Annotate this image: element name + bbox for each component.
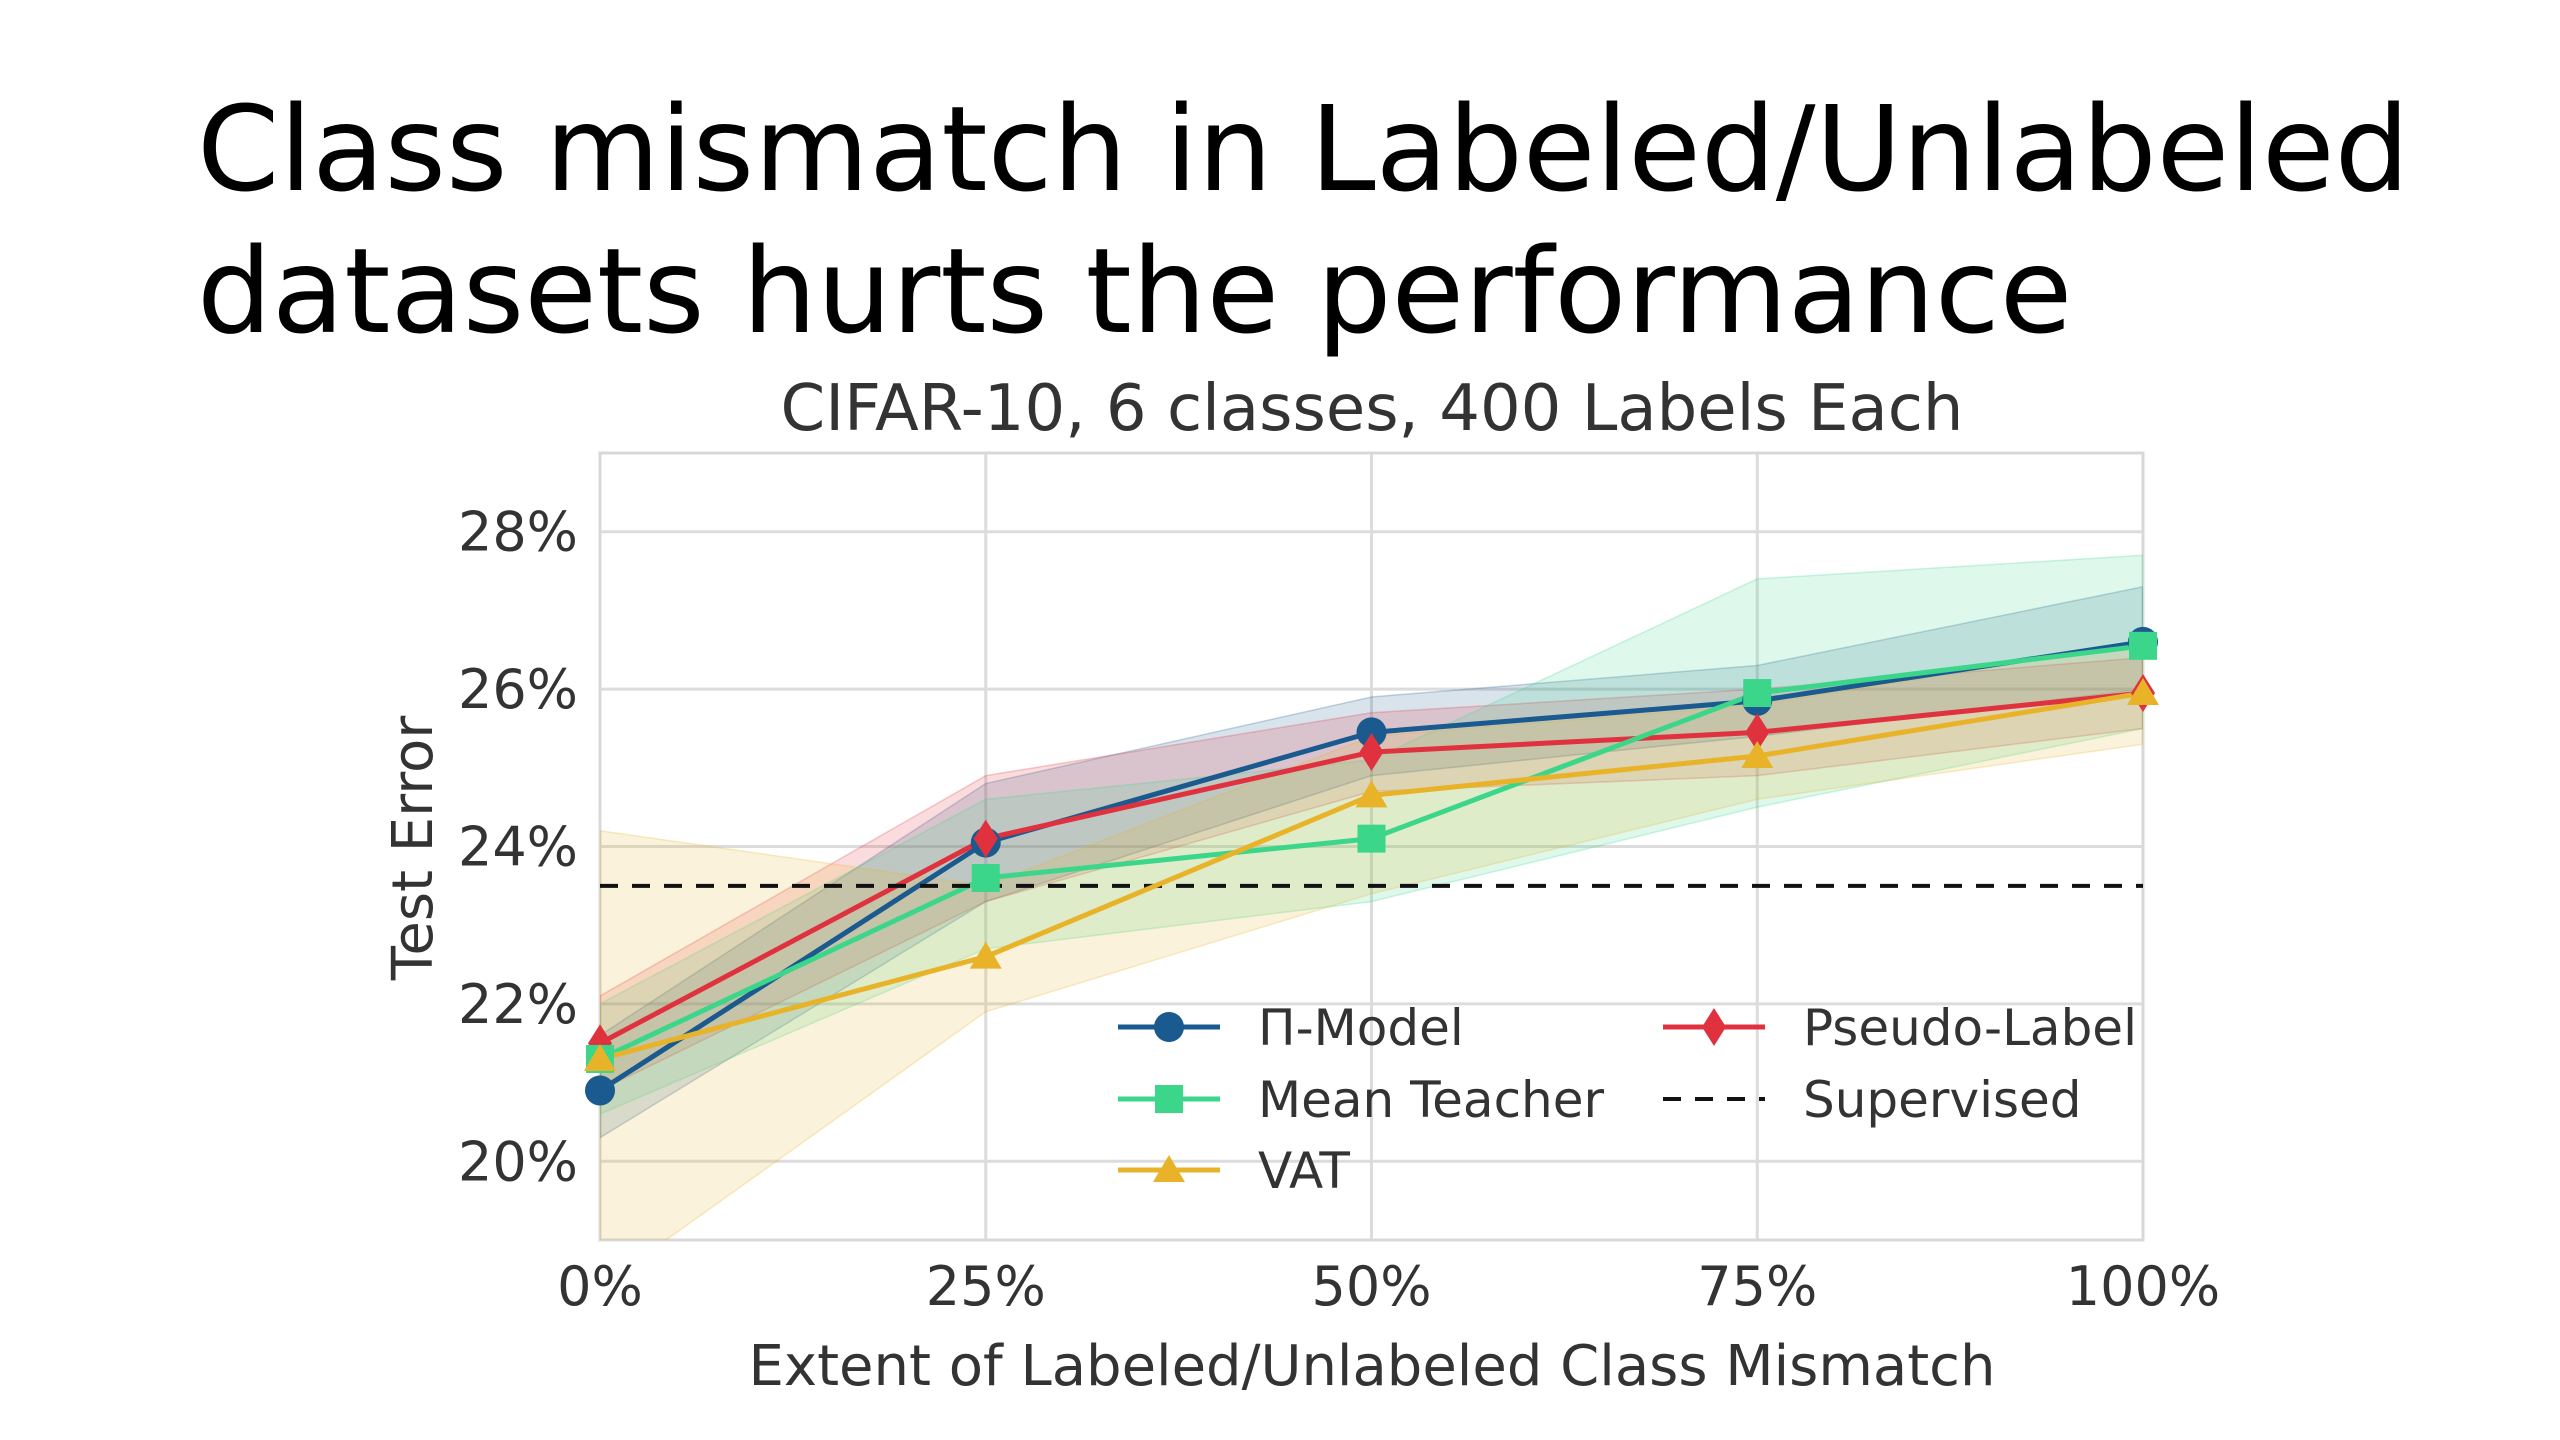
mean-teacher-point — [971, 863, 1000, 892]
pseudo-label-point — [973, 819, 998, 858]
legend-label: Mean Teacher — [1258, 1071, 1605, 1129]
axis-tick-labels: 0% 25% 50% 75% 100% 20% 22% 24% 26% 28% — [458, 501, 2220, 1318]
y-tick-label: 28% — [458, 501, 578, 564]
legend-label: Pseudo-Label — [1803, 999, 2137, 1057]
slide-title: Class mismatch in Labeled/Unlabeled data… — [197, 78, 2447, 362]
vat-point — [1741, 740, 1774, 768]
plot-area-frame — [598, 451, 2145, 1242]
y-axis-label: Test Error — [381, 715, 446, 982]
y-tick-label: 22% — [458, 973, 578, 1036]
legend-label: Supervised — [1803, 1071, 2082, 1129]
y-tick-label: 24% — [458, 816, 578, 879]
legend-label: VAT — [1258, 1142, 1350, 1200]
vat-point — [1355, 780, 1388, 808]
y-tick-label: 26% — [458, 658, 578, 721]
slide-title-line-2: datasets hurts the performance — [197, 222, 2073, 360]
x-tick-label: 100% — [2066, 1255, 2220, 1318]
mean-teacher-point — [1357, 824, 1386, 853]
legend-label: Π-Model — [1258, 999, 1464, 1057]
legend-swatch-marker — [1153, 1155, 1185, 1182]
chart-legend: Π-Model Pseudo-Label Mean Teacher Supervise… — [1118, 999, 2137, 1200]
pseudo-label-point — [1745, 713, 1770, 752]
vat-point — [584, 1043, 616, 1071]
x-axis-label: Extent of Labeled/Unlabeled Class Mismat… — [749, 1334, 1996, 1399]
legend-item-pseudo-label: Pseudo-Label — [1663, 999, 2137, 1057]
legend-swatch-marker — [1155, 1085, 1183, 1113]
pi-model-point — [585, 1075, 615, 1106]
x-tick-label: 25% — [926, 1255, 1046, 1318]
legend-swatch-marker — [1154, 1012, 1184, 1042]
legend-swatch-marker — [1702, 1008, 1726, 1046]
vat-point — [969, 941, 1002, 969]
x-tick-label: 0% — [557, 1255, 643, 1318]
x-tick-label: 50% — [1311, 1255, 1431, 1318]
legend-item-supervised: Supervised — [1663, 1071, 2082, 1129]
legend-item-pi-model: Π-Model — [1118, 999, 1464, 1057]
y-tick-label: 20% — [458, 1130, 578, 1193]
vat-band — [600, 641, 2143, 1240]
mean-teacher-point — [1743, 679, 1772, 708]
series-markers — [584, 626, 2159, 1106]
legend-item-mean-teacher: Mean Teacher — [1118, 1071, 1605, 1129]
mean-teacher-point — [2129, 631, 2157, 660]
pi-model-point — [1356, 717, 1387, 748]
slide-title-line-1: Class mismatch in Labeled/Unlabeled — [197, 80, 2410, 218]
chart-title: CIFAR-10, 6 classes, 400 Labels Each — [781, 372, 1964, 446]
vat-point — [2127, 678, 2159, 706]
x-tick-label: 75% — [1697, 1255, 1817, 1318]
pseudo-label-point — [1359, 733, 1384, 772]
legend-item-vat: VAT — [1118, 1142, 1350, 1200]
